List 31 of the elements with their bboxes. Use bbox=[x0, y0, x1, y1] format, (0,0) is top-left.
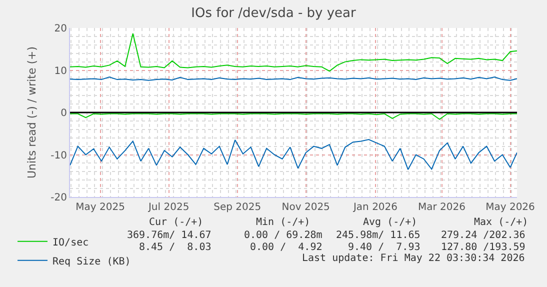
text: 0.00 / 4.92 bbox=[250, 242, 322, 253]
y-axis-title: Units read (-) / write (+) bbox=[25, 46, 38, 179]
text: Cur (-/+) bbox=[149, 217, 204, 228]
text: Max (-/+) bbox=[474, 217, 528, 228]
line-series bbox=[70, 32, 517, 72]
x-tick-label: Jan 2026 bbox=[352, 202, 398, 213]
y-tick-label: -20 bbox=[50, 192, 67, 204]
x-tick-label: Sep 2025 bbox=[214, 202, 262, 213]
text: 369.76m/ 14.67 bbox=[127, 230, 212, 241]
y-tick-label: 20 bbox=[54, 24, 67, 34]
text: Min (-/+) bbox=[256, 217, 310, 228]
x-tick-label: May 2026 bbox=[486, 202, 535, 213]
x-tick-label: May 2025 bbox=[76, 202, 125, 213]
x-tick-label: Nov 2025 bbox=[282, 202, 330, 213]
x-tick-label: Mar 2026 bbox=[418, 202, 466, 213]
x-tick-label: Jul 2025 bbox=[147, 202, 190, 213]
text: 127.80 /193.59 bbox=[441, 242, 526, 253]
chart-title: IOs for /dev/sda - by year bbox=[191, 6, 357, 22]
text: 279.24 /202.36 bbox=[441, 230, 526, 241]
text: Avg (-/+) bbox=[363, 217, 418, 228]
text: 0.00 / 69.28m bbox=[244, 230, 322, 241]
text: 8.45 / 8.03 bbox=[139, 242, 212, 253]
y-tick-label: -10 bbox=[50, 150, 67, 162]
legend-label: IO/sec bbox=[52, 237, 89, 248]
text: Last update: Fri May 22 03:30:34 2026 bbox=[302, 253, 525, 264]
text: 9.40 / 7.93 bbox=[348, 242, 420, 253]
legend-label: Req Size (KB) bbox=[52, 256, 131, 268]
y-tick-label: 10 bbox=[54, 66, 67, 77]
y-tick-label: 0 bbox=[60, 108, 67, 119]
text: 245.98m/ 11.65 bbox=[336, 230, 420, 241]
line-series bbox=[70, 139, 517, 170]
